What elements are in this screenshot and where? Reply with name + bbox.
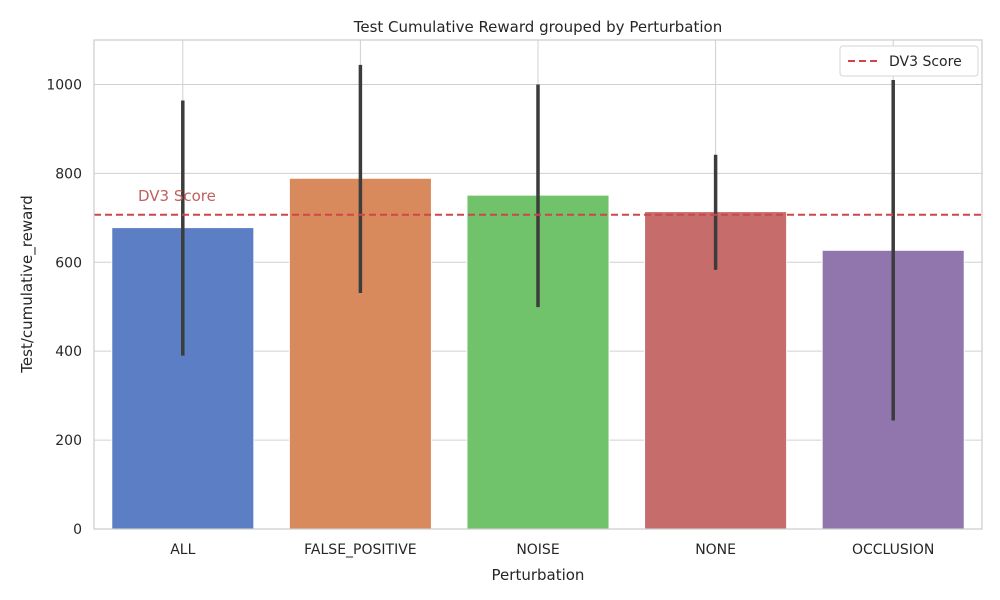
x-axis-label: Perturbation <box>492 566 585 584</box>
y-tick-label: 600 <box>55 255 82 271</box>
y-axis-label: Test/cumulative_reward <box>18 195 37 373</box>
y-tick-label: 0 <box>73 522 82 538</box>
y-tick-label: 1000 <box>46 77 82 93</box>
legend: DV3 Score <box>839 45 979 77</box>
reference-line-annotation: DV3 Score <box>138 187 216 205</box>
plot-frame <box>93 39 983 530</box>
error-bar-layer <box>181 64 895 421</box>
bar-layer <box>111 177 965 530</box>
x-tick-label: OCCLUSION <box>852 542 934 558</box>
chart-title: Test Cumulative Reward grouped by Pertur… <box>353 18 722 36</box>
x-tick-label: NONE <box>695 542 736 558</box>
x-tick-label: ALL <box>170 542 195 558</box>
x-tick-label: FALSE_POSITIVE <box>304 542 416 558</box>
tick-layer: 0 200 400 600 800 1000 ALL FALSE_POSITIVE NOISE N… <box>46 77 934 558</box>
legend-label: DV3 Score <box>889 54 962 70</box>
y-tick-label: 200 <box>55 433 82 449</box>
y-tick-label: 400 <box>55 344 82 360</box>
x-tick-label: NOISE <box>516 542 559 558</box>
y-tick-label: 800 <box>55 166 82 182</box>
legend-box <box>839 45 979 77</box>
